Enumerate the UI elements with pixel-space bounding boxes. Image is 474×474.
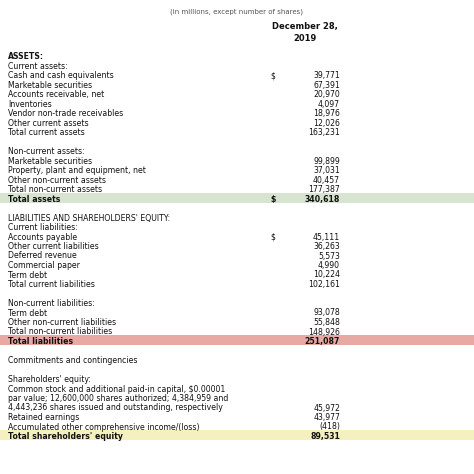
Text: Non-current assets:: Non-current assets: — [8, 147, 85, 156]
Text: Accumulated other comprehensive income/(loss): Accumulated other comprehensive income/(… — [8, 422, 200, 431]
Text: Marketable securities: Marketable securities — [8, 81, 92, 90]
Text: Vendor non-trade receivables: Vendor non-trade receivables — [8, 109, 123, 118]
Text: $: $ — [270, 71, 275, 80]
Bar — [0, 335, 474, 345]
Text: par value; 12,600,000 shares authorized; 4,384,959 and: par value; 12,600,000 shares authorized;… — [8, 394, 228, 403]
Text: 99,899: 99,899 — [313, 156, 340, 165]
Text: 4,990: 4,990 — [318, 261, 340, 270]
Text: 163,231: 163,231 — [308, 128, 340, 137]
Text: 340,618: 340,618 — [305, 194, 340, 203]
Text: 40,457: 40,457 — [313, 175, 340, 184]
Text: Marketable securities: Marketable securities — [8, 156, 92, 165]
Text: 18,976: 18,976 — [313, 109, 340, 118]
Text: Term debt: Term debt — [8, 271, 47, 280]
Text: 89,531: 89,531 — [310, 432, 340, 441]
Text: Current assets:: Current assets: — [8, 62, 68, 71]
Text: $: $ — [270, 233, 275, 241]
Text: Deferred revenue: Deferred revenue — [8, 252, 77, 261]
Text: Cash and cash equivalents: Cash and cash equivalents — [8, 71, 114, 80]
Text: Total non-current liabilities: Total non-current liabilities — [8, 328, 112, 337]
Text: 251,087: 251,087 — [305, 337, 340, 346]
Text: 39,771: 39,771 — [313, 71, 340, 80]
Text: Current liabilities:: Current liabilities: — [8, 223, 78, 232]
Text: Accounts receivable, net: Accounts receivable, net — [8, 90, 104, 99]
Text: 37,031: 37,031 — [313, 166, 340, 175]
Text: Total shareholders' equity: Total shareholders' equity — [8, 432, 123, 441]
Text: 10,224: 10,224 — [313, 271, 340, 280]
Text: December 28,
2019: December 28, 2019 — [272, 22, 338, 43]
Text: Other non-current liabilities: Other non-current liabilities — [8, 318, 116, 327]
Text: 67,391: 67,391 — [313, 81, 340, 90]
Text: Commercial paper: Commercial paper — [8, 261, 80, 270]
Text: 4,097: 4,097 — [318, 100, 340, 109]
Text: Common stock and additional paid-in capital, $0.00001: Common stock and additional paid-in capi… — [8, 384, 225, 393]
Text: 148,926: 148,926 — [308, 328, 340, 337]
Text: Term debt: Term debt — [8, 309, 47, 318]
Text: 43,977: 43,977 — [313, 413, 340, 422]
Text: Total non-current assets: Total non-current assets — [8, 185, 102, 194]
Text: (418): (418) — [319, 422, 340, 431]
Text: Total current liabilities: Total current liabilities — [8, 280, 95, 289]
Text: 20,970: 20,970 — [313, 90, 340, 99]
Text: 4,443,236 shares issued and outstanding, respectively: 4,443,236 shares issued and outstanding,… — [8, 403, 223, 412]
Text: LIABILITIES AND SHAREHOLDERS' EQUITY:: LIABILITIES AND SHAREHOLDERS' EQUITY: — [8, 213, 170, 222]
Text: ASSETS:: ASSETS: — [8, 52, 44, 61]
Text: 102,161: 102,161 — [308, 280, 340, 289]
Text: Retained earnings: Retained earnings — [8, 413, 79, 422]
Text: 45,972: 45,972 — [313, 403, 340, 412]
Bar — [0, 192, 474, 202]
Text: 12,026: 12,026 — [313, 118, 340, 128]
Bar — [0, 430, 474, 440]
Text: Other current liabilities: Other current liabilities — [8, 242, 99, 251]
Text: Accounts payable: Accounts payable — [8, 233, 77, 241]
Text: $: $ — [270, 194, 275, 203]
Text: Total assets: Total assets — [8, 194, 60, 203]
Text: Inventories: Inventories — [8, 100, 52, 109]
Text: Total current assets: Total current assets — [8, 128, 85, 137]
Text: Other non-current assets: Other non-current assets — [8, 175, 106, 184]
Text: Non-current liabilities:: Non-current liabilities: — [8, 299, 95, 308]
Text: (in millions, except number of shares): (in millions, except number of shares) — [171, 8, 303, 15]
Text: 36,263: 36,263 — [313, 242, 340, 251]
Text: 55,848: 55,848 — [313, 318, 340, 327]
Text: 177,387: 177,387 — [308, 185, 340, 194]
Text: Shareholders' equity:: Shareholders' equity: — [8, 375, 91, 384]
Text: Property, plant and equipment, net: Property, plant and equipment, net — [8, 166, 146, 175]
Text: 93,078: 93,078 — [313, 309, 340, 318]
Text: Other current assets: Other current assets — [8, 118, 89, 128]
Text: 5,573: 5,573 — [318, 252, 340, 261]
Text: 45,111: 45,111 — [313, 233, 340, 241]
Text: Total liabilities: Total liabilities — [8, 337, 73, 346]
Text: Commitments and contingencies: Commitments and contingencies — [8, 356, 137, 365]
